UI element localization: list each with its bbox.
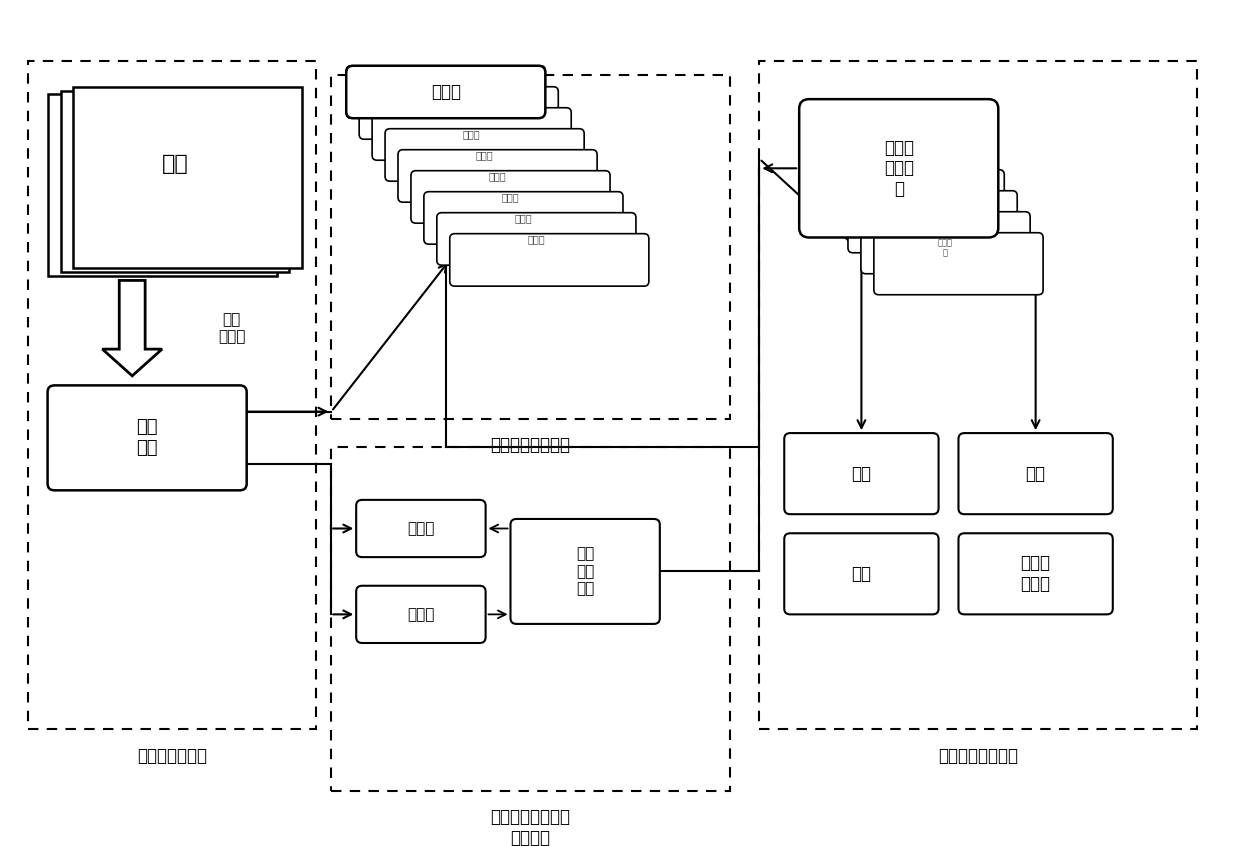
Bar [759, 61, 1198, 729]
FancyBboxPatch shape [398, 150, 598, 202]
FancyBboxPatch shape [436, 212, 636, 265]
FancyBboxPatch shape [835, 170, 1004, 232]
Bar [27, 61, 316, 729]
FancyBboxPatch shape [47, 386, 247, 491]
Text: 其它四
种感情: 其它四 种感情 [1021, 554, 1050, 593]
Text: 情感词: 情感词 [489, 171, 506, 181]
Text: 情感词: 情感词 [515, 213, 532, 223]
Text: 情感逻
辑表达
式: 情感逻 辑表达 式 [937, 228, 954, 258]
Text: 情感词: 情感词 [407, 521, 434, 536]
FancyBboxPatch shape [511, 519, 660, 624]
Text: 沮丧: 沮丧 [1025, 464, 1045, 482]
Text: 情感词: 情感词 [476, 150, 494, 160]
FancyBboxPatch shape [346, 66, 546, 118]
Bar [61, 91, 289, 272]
Text: 文本情感分析模块: 文本情感分析模块 [939, 746, 1018, 765]
Text: 情感词: 情感词 [407, 607, 434, 622]
FancyBboxPatch shape [356, 500, 486, 558]
Text: 情感逻
辑表达
式: 情感逻 辑表达 式 [884, 139, 914, 198]
FancyBboxPatch shape [356, 585, 486, 643]
FancyBboxPatch shape [386, 129, 584, 181]
Text: 愤怒: 愤怒 [852, 565, 872, 583]
Text: 情感逻
辑表达
式: 情感逻 辑表达 式 [913, 186, 928, 216]
Bar [47, 95, 277, 276]
Bar [331, 75, 729, 419]
Text: 情感词: 情感词 [450, 108, 467, 118]
FancyBboxPatch shape [874, 233, 1043, 294]
Text: 文本情感分词模块: 文本情感分词模块 [490, 437, 570, 454]
Text: 情感逻
辑表达
式: 情感逻 辑表达 式 [899, 165, 914, 195]
Text: 文本情感逻辑符号
表达模块: 文本情感逻辑符号 表达模块 [490, 808, 570, 846]
FancyBboxPatch shape [410, 171, 610, 223]
Text: 情感词: 情感词 [502, 192, 520, 202]
FancyBboxPatch shape [848, 190, 1017, 253]
Text: 情感词: 情感词 [430, 83, 461, 101]
FancyBboxPatch shape [360, 87, 558, 140]
FancyBboxPatch shape [346, 66, 546, 118]
FancyBboxPatch shape [822, 149, 991, 211]
FancyBboxPatch shape [800, 99, 998, 238]
FancyBboxPatch shape [784, 433, 939, 514]
Polygon shape [103, 280, 162, 376]
FancyBboxPatch shape [424, 192, 622, 244]
Text: 文件: 文件 [161, 153, 188, 173]
Text: 文本
预处理: 文本 预处理 [218, 312, 246, 344]
FancyBboxPatch shape [450, 233, 649, 286]
Bar [73, 87, 303, 268]
FancyBboxPatch shape [810, 128, 978, 190]
FancyBboxPatch shape [959, 433, 1112, 514]
Text: 情感逻
辑表达
式: 情感逻 辑表达 式 [925, 207, 940, 237]
Text: 情感词: 情感词 [463, 129, 480, 139]
Text: 情感
逻辑
运算: 情感 逻辑 运算 [577, 547, 594, 596]
Text: 文本预处理模块: 文本预处理模块 [136, 746, 207, 765]
Bar [331, 448, 729, 791]
FancyBboxPatch shape [372, 107, 572, 160]
Text: 情感词: 情感词 [527, 234, 546, 244]
Text: 情感
文字: 情感 文字 [136, 419, 157, 457]
FancyBboxPatch shape [959, 533, 1112, 614]
Text: 高兴: 高兴 [852, 464, 872, 482]
FancyBboxPatch shape [784, 533, 939, 614]
FancyBboxPatch shape [861, 212, 1030, 274]
